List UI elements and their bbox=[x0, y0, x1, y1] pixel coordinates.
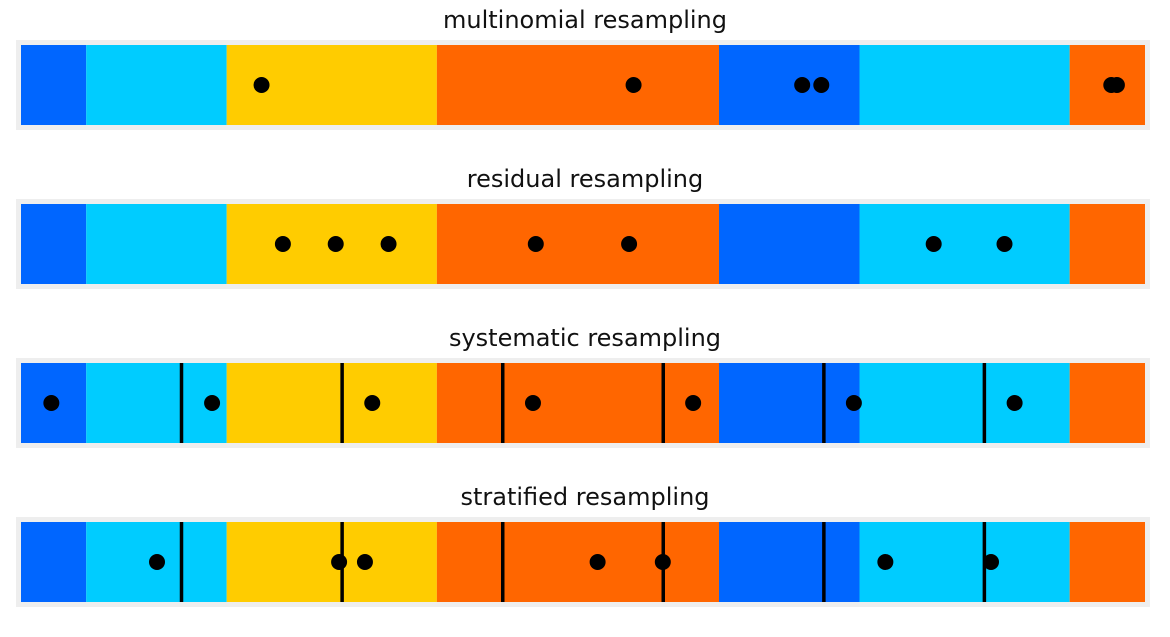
weight-segment bbox=[436, 522, 720, 602]
sample-point bbox=[654, 554, 671, 570]
weight-segment bbox=[719, 204, 860, 284]
sample-point bbox=[996, 236, 1013, 252]
sample-point bbox=[380, 236, 397, 252]
weight-segment bbox=[859, 45, 1070, 125]
sample-point bbox=[589, 554, 606, 570]
sample-point bbox=[527, 236, 544, 252]
weight-segment bbox=[21, 45, 87, 125]
weight-segment bbox=[719, 522, 860, 602]
sample-point bbox=[327, 236, 344, 252]
panel-title: multinomial resampling bbox=[443, 6, 727, 34]
sample-point bbox=[274, 236, 291, 252]
weight-segment bbox=[21, 204, 87, 284]
sample-point bbox=[845, 395, 862, 411]
weight-segment bbox=[859, 363, 1070, 443]
sample-point bbox=[877, 554, 894, 570]
weight-segment bbox=[1069, 204, 1145, 284]
sample-point bbox=[625, 77, 642, 93]
weights-strip bbox=[16, 517, 1150, 607]
sample-point bbox=[204, 395, 221, 411]
weight-segment bbox=[859, 204, 1070, 284]
sample-point bbox=[253, 77, 270, 93]
sample-point bbox=[794, 77, 811, 93]
panel-title: stratified resampling bbox=[460, 483, 710, 511]
weight-segment bbox=[436, 45, 720, 125]
sample-point bbox=[685, 395, 702, 411]
weights-strip bbox=[16, 40, 1150, 130]
panel-systematic: systematic resampling bbox=[0, 318, 1170, 478]
weights-strip bbox=[16, 358, 1150, 448]
sample-point bbox=[1108, 77, 1125, 93]
weight-segment bbox=[86, 363, 227, 443]
sample-point bbox=[149, 554, 166, 570]
sample-point bbox=[925, 236, 942, 252]
weight-segment bbox=[436, 204, 720, 284]
panel-title: residual resampling bbox=[466, 165, 704, 193]
weight-segment bbox=[859, 522, 1070, 602]
weight-segment bbox=[1069, 522, 1145, 602]
panel-title: systematic resampling bbox=[448, 324, 722, 352]
panel-stratified: stratified resampling bbox=[0, 477, 1170, 637]
sample-point bbox=[524, 395, 541, 411]
sample-point bbox=[813, 77, 830, 93]
sample-point bbox=[356, 554, 373, 570]
sample-point bbox=[364, 395, 381, 411]
weight-segment bbox=[719, 45, 860, 125]
sample-point bbox=[983, 554, 1000, 570]
weight-segment bbox=[21, 522, 87, 602]
weight-segment bbox=[226, 363, 437, 443]
panel-residual: residual resampling bbox=[0, 159, 1170, 319]
weight-segment bbox=[86, 45, 227, 125]
weight-segment bbox=[719, 363, 860, 443]
sample-point bbox=[621, 236, 638, 252]
weights-strip bbox=[16, 199, 1150, 289]
sample-point bbox=[43, 395, 60, 411]
weight-segment bbox=[86, 204, 227, 284]
panel-multinomial: multinomial resampling bbox=[0, 0, 1170, 160]
weight-segment bbox=[1069, 363, 1145, 443]
weight-segment bbox=[436, 363, 720, 443]
sample-point bbox=[331, 554, 348, 570]
sample-point bbox=[1006, 395, 1023, 411]
